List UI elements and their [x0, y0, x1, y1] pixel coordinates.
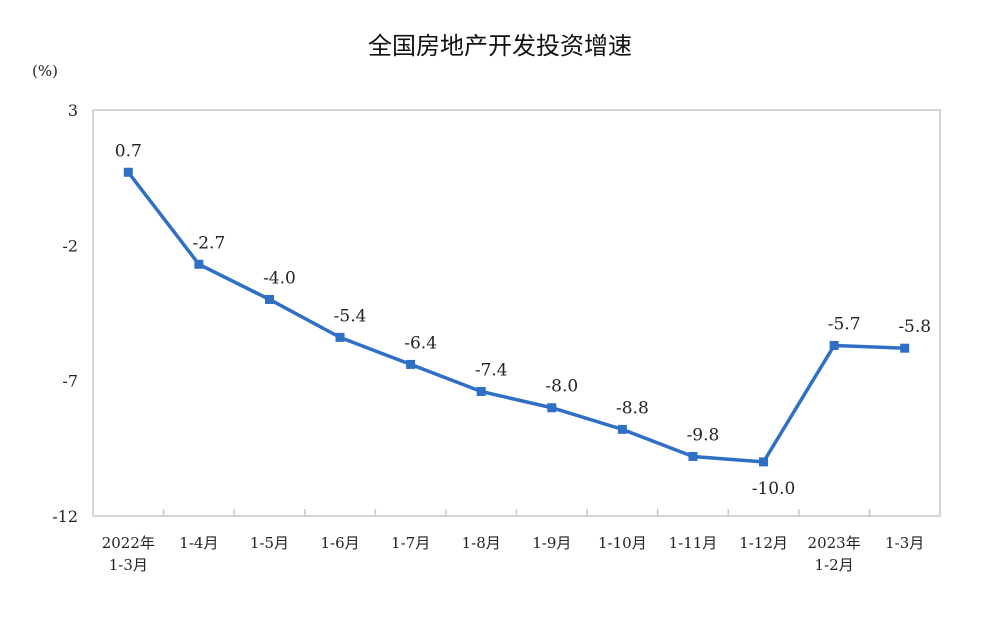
data-label: -9.8 — [687, 425, 720, 445]
data-label: -10.0 — [752, 479, 796, 499]
x-tick-label: 1-3月 — [885, 534, 924, 552]
data-label: -5.8 — [898, 317, 931, 337]
x-tick-label: 1-4月 — [179, 534, 218, 552]
data-point — [688, 451, 698, 461]
x-tick-label: 2023年 — [808, 534, 861, 552]
data-label: -8.0 — [545, 377, 578, 397]
plot-frame — [92, 109, 941, 517]
data-label: -2.7 — [192, 233, 225, 253]
data-point — [335, 332, 345, 342]
y-tick-label: -7 — [62, 372, 78, 391]
x-tick-label: 1-10月 — [598, 534, 647, 552]
data-point — [617, 424, 627, 434]
data-label: -5.7 — [828, 314, 861, 334]
data-point — [476, 386, 486, 396]
data-point — [547, 403, 557, 413]
y-tick-label: -2 — [62, 236, 78, 255]
x-tick-label: 1-2月 — [815, 556, 854, 574]
data-label: -4.0 — [263, 268, 296, 288]
data-point — [829, 340, 839, 350]
data-label: -8.8 — [616, 398, 649, 418]
chart-title: 全国房地产开发投资增速 — [368, 32, 632, 60]
y-tick-label: -12 — [52, 507, 78, 526]
data-label: -7.4 — [475, 360, 508, 380]
data-point — [900, 343, 910, 353]
y-axis-unit: (%) — [32, 62, 58, 80]
x-tick-label: 1-3月 — [109, 556, 148, 574]
x-tick-label: 1-6月 — [320, 534, 359, 552]
x-tick-label: 1-11月 — [669, 534, 718, 552]
x-tick-label: 1-5月 — [250, 534, 289, 552]
x-tick-label: 1-7月 — [391, 534, 430, 552]
data-label: 0.7 — [115, 141, 142, 161]
x-tick-label: 1-9月 — [532, 534, 571, 552]
x-tick-label: 1-12月 — [739, 534, 788, 552]
y-tick-label: 3 — [68, 101, 78, 120]
series-line — [126, 171, 905, 464]
data-label: -6.4 — [404, 333, 437, 353]
data-point — [194, 259, 204, 269]
data-point — [264, 294, 274, 304]
data-point — [406, 359, 416, 369]
data-point — [759, 457, 769, 467]
data-point — [123, 167, 133, 177]
x-tick-label: 2022年 — [102, 534, 155, 552]
data-label: -5.4 — [334, 306, 367, 326]
x-tick-label: 1-8月 — [462, 534, 501, 552]
